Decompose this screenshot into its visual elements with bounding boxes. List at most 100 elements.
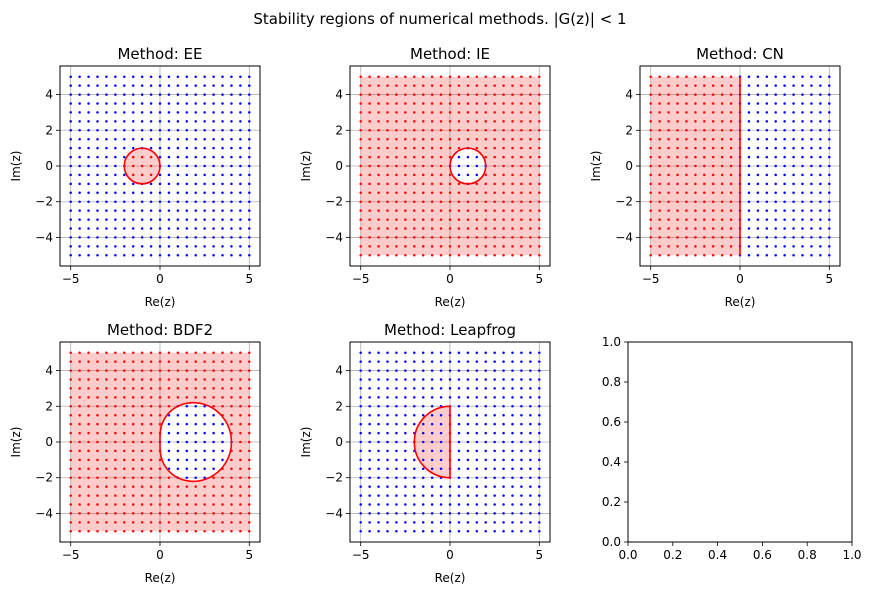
stable-point (413, 218, 416, 221)
stable-point (667, 209, 670, 212)
stable-point (105, 494, 108, 497)
unstable-point (493, 476, 496, 479)
stable-point (720, 209, 724, 212)
stable-point (493, 236, 496, 239)
unstable-point (493, 521, 496, 524)
stable-point (167, 476, 171, 479)
unstable-point (359, 494, 362, 497)
stable-point (230, 458, 233, 462)
unstable-point (538, 467, 541, 471)
stable-point (729, 155, 733, 159)
stable-point (131, 485, 135, 488)
stable-point (167, 360, 171, 363)
unstable-point (756, 236, 760, 239)
unstable-point (221, 75, 224, 78)
unstable-point (801, 245, 804, 248)
unstable-point (158, 93, 162, 96)
stable-point (131, 530, 135, 533)
unstable-point (421, 351, 425, 354)
stable-point (377, 245, 380, 248)
unstable-point (511, 485, 514, 488)
unstable-point (140, 245, 144, 248)
stable-point (194, 485, 197, 488)
stable-point (520, 254, 523, 257)
unstable-point (194, 173, 197, 177)
unstable-point (239, 164, 242, 168)
stable-point (359, 84, 362, 87)
unstable-point (421, 405, 425, 408)
unstable-point (149, 245, 153, 248)
stable-point (87, 351, 90, 354)
stable-point (729, 93, 733, 96)
unstable-point (167, 182, 171, 186)
unstable-point (421, 360, 425, 363)
stable-point (466, 137, 470, 141)
unstable-point (87, 173, 90, 177)
y-tick-label: 4 (45, 88, 53, 102)
unstable-point (140, 137, 144, 141)
stable-point (87, 387, 90, 390)
stable-point (230, 521, 233, 524)
unstable-point (386, 521, 389, 524)
unstable-point (96, 93, 99, 96)
unstable-point (765, 84, 769, 87)
unstable-point (78, 75, 81, 78)
unstable-point (96, 120, 99, 123)
unstable-point (439, 503, 443, 506)
stable-point (484, 191, 487, 195)
stability-boundary (413, 405, 451, 479)
unstable-point (69, 200, 72, 203)
stable-point (658, 191, 661, 195)
unstable-point (828, 137, 831, 141)
stable-point (221, 351, 224, 354)
stable-point (239, 422, 242, 426)
stable-point (466, 209, 470, 212)
unstable-point (395, 413, 398, 417)
stable-point (78, 405, 81, 408)
unstable-point (105, 84, 108, 87)
unstable-point (105, 137, 108, 141)
unstable-point (185, 173, 189, 177)
stable-point (194, 360, 197, 363)
figure-suptitle: Stability regions of numerical methods. … (253, 10, 626, 28)
stable-point (221, 378, 224, 381)
stable-point (105, 422, 108, 426)
unstable-point (774, 173, 777, 177)
unstable-point (359, 431, 362, 435)
unstable-point (131, 245, 135, 248)
stable-point (430, 129, 434, 132)
unstable-point (248, 155, 251, 159)
stable-point (123, 449, 126, 453)
unstable-point (221, 120, 224, 123)
unstable-point (801, 227, 804, 230)
unstable-point (502, 431, 505, 435)
stable-point (658, 182, 661, 186)
stable-point (520, 146, 523, 150)
unstable-point (123, 146, 126, 150)
unstable-point (404, 440, 407, 444)
stable-point (667, 111, 670, 114)
unstable-point (511, 440, 514, 444)
subplot-title: Method: IE (410, 45, 490, 63)
stable-point (69, 467, 72, 471)
unstable-point (484, 476, 487, 479)
unstable-point (502, 476, 505, 479)
stable-point (529, 218, 532, 221)
unstable-point (78, 191, 81, 195)
stable-point (466, 245, 470, 248)
unstable-point (520, 422, 523, 426)
unstable-point (386, 360, 389, 363)
stable-point (359, 227, 362, 230)
x-tick-label: 5 (825, 272, 833, 286)
stable-point (140, 164, 144, 168)
unstable-point (212, 467, 215, 471)
unstable-point (359, 512, 362, 515)
stable-point (230, 530, 233, 533)
stable-point (368, 84, 371, 87)
unstable-point (123, 227, 126, 230)
unstable-point (368, 369, 371, 372)
x-tick-label: 0.4 (708, 548, 727, 562)
unstable-point (158, 129, 162, 132)
stable-point (248, 494, 251, 497)
